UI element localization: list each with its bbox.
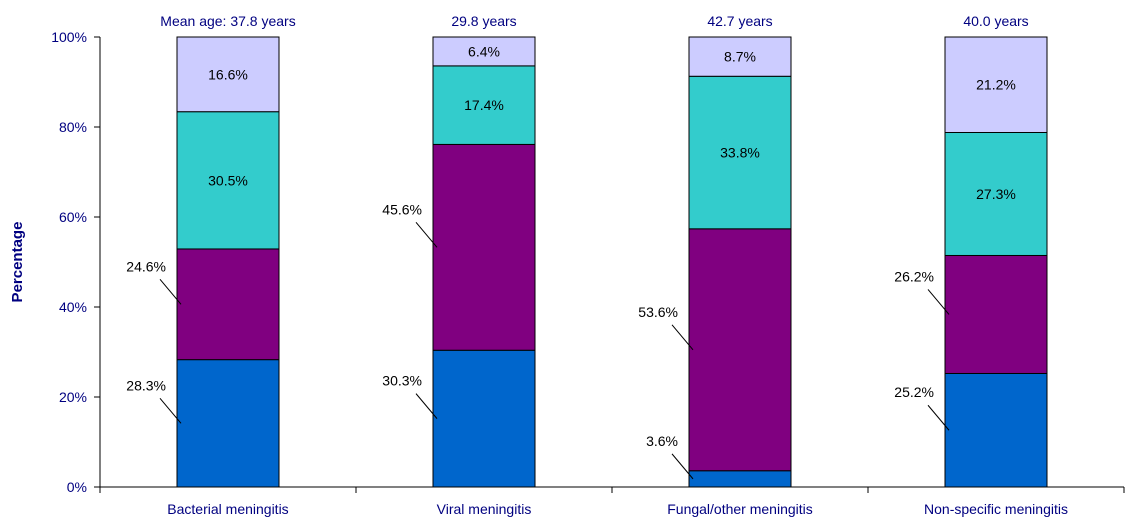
data-label: 3.6% <box>646 433 678 449</box>
data-label: 30.3% <box>382 373 422 389</box>
mean-age-label: Mean age: 37.8 years <box>160 13 295 29</box>
leader-line <box>671 453 694 480</box>
mean-age-label: 29.8 years <box>451 13 516 29</box>
data-label: 25.2% <box>894 384 934 400</box>
bar-segment <box>944 36 1048 133</box>
leader-line <box>415 393 438 419</box>
bar-segment <box>176 248 280 361</box>
y-axis-title: Percentage <box>9 222 26 303</box>
data-label: 24.6% <box>126 258 166 274</box>
x-category-label: Non-specific meningitis <box>924 501 1068 517</box>
leader-line <box>159 398 182 424</box>
data-label: 8.7% <box>724 49 756 65</box>
data-label: 45.6% <box>382 201 422 217</box>
data-label: 30.5% <box>208 172 248 188</box>
bar-segment <box>176 36 280 113</box>
data-label: 16.6% <box>208 66 248 82</box>
data-label: 27.3% <box>976 186 1016 202</box>
x-category-label: Viral meningitis <box>437 501 532 517</box>
bar-segment <box>432 143 536 351</box>
leader-line <box>927 404 950 431</box>
bar-segment <box>944 372 1048 488</box>
y-axis: 0% 20% 40% 60% 80% 100% <box>51 29 101 495</box>
leader-line <box>927 289 950 315</box>
bar-segment <box>688 470 792 488</box>
bar-segment <box>432 36 536 67</box>
y-tick-label: 100% <box>51 29 87 45</box>
bar-segment <box>688 75 792 230</box>
y-tick-label: 40% <box>59 299 87 315</box>
x-axis: Bacterial meningitis Mean age: 37.8 years… <box>99 13 1125 517</box>
y-tick-label: 0% <box>67 479 87 495</box>
y-tick-label: 80% <box>59 119 87 135</box>
data-labels: 28.3% 24.6% 30.5% 16.6% 30.3% 45.6% 17.4% 6.4% 3… <box>126 43 1016 480</box>
data-label: 17.4% <box>464 97 504 113</box>
leader-line <box>159 278 182 305</box>
mean-age-label: 42.7 years <box>707 13 772 29</box>
leader-line <box>415 222 438 248</box>
y-tick-label: 20% <box>59 389 87 405</box>
x-category-label: Bacterial meningitis <box>167 501 288 517</box>
data-label: 53.6% <box>638 304 678 320</box>
bar-segment <box>176 111 280 250</box>
x-category-label: Fungal/other meningitis <box>667 501 813 517</box>
data-label: 26.2% <box>894 268 934 284</box>
bar-segment <box>176 359 280 488</box>
mean-age-label: 40.0 years <box>963 13 1028 29</box>
bar-segment <box>688 36 792 77</box>
leader-line <box>671 324 694 351</box>
data-label: 28.3% <box>126 377 166 393</box>
data-label: 6.4% <box>468 43 500 59</box>
bar-segment <box>688 228 792 472</box>
bar-segment <box>944 254 1048 374</box>
y-tick-label: 60% <box>59 209 87 225</box>
bar-stacks <box>176 36 1048 488</box>
bar-segment <box>432 349 536 488</box>
data-label: 21.2% <box>976 77 1016 93</box>
data-label: 33.8% <box>720 145 760 161</box>
